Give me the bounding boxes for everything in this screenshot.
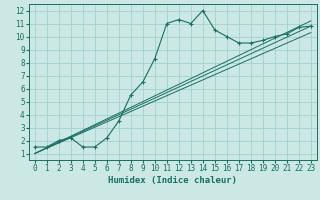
X-axis label: Humidex (Indice chaleur): Humidex (Indice chaleur) xyxy=(108,176,237,185)
